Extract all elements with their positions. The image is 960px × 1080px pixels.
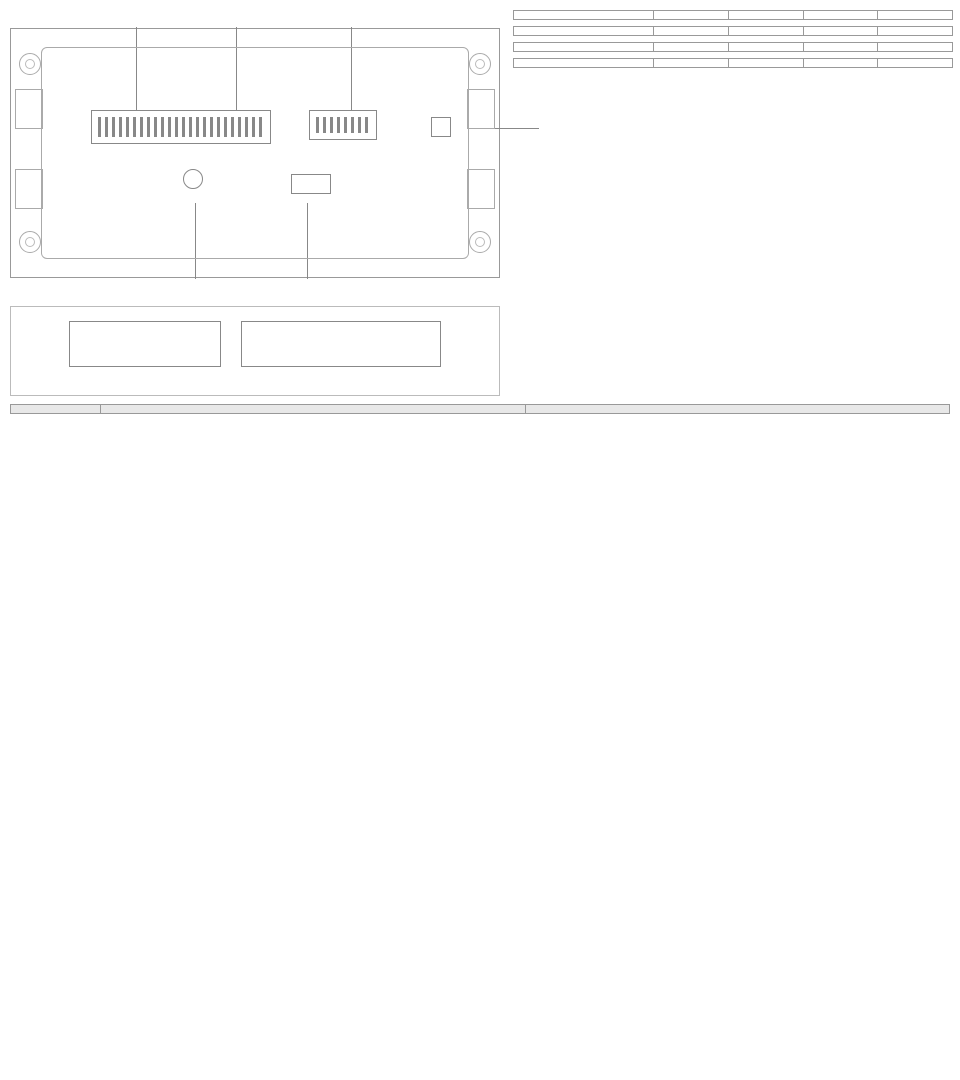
d-table-title [514, 59, 654, 68]
usb-table-title [514, 11, 654, 20]
small-tables-column [513, 10, 953, 396]
main-header-b [525, 405, 950, 414]
usb-table [513, 10, 953, 20]
screw-icon [19, 53, 41, 75]
col-desc [728, 59, 803, 68]
col-desc [878, 27, 953, 36]
col-num [803, 27, 878, 36]
fmam-table-title [514, 43, 654, 52]
connector-usb-icon [291, 174, 331, 194]
connector-fmam-icon [431, 117, 451, 137]
mount-tab [467, 169, 495, 209]
connector-ab-icon [91, 110, 271, 144]
main-header-num [11, 405, 101, 414]
device-body [41, 47, 469, 259]
mount-tab [15, 169, 43, 209]
connector-gps-icon [183, 169, 203, 189]
device-diagram [10, 28, 500, 278]
connector-d-icon [309, 110, 377, 140]
screw-icon [469, 53, 491, 75]
main-pinout-table [10, 404, 950, 414]
main-header-a [101, 405, 526, 414]
mount-tab [15, 89, 43, 129]
top-section [10, 10, 950, 396]
col-desc [878, 43, 953, 52]
col-desc [878, 11, 953, 20]
col-num [654, 27, 729, 36]
col-num [654, 43, 729, 52]
diagram-column [10, 10, 505, 396]
fmam-table [513, 42, 953, 52]
conn-d-table [513, 58, 953, 68]
col-num [654, 11, 729, 20]
gps-table-title [514, 27, 654, 36]
col-desc [728, 11, 803, 20]
col-num [803, 43, 878, 52]
col-num [803, 11, 878, 20]
col-desc [728, 43, 803, 52]
screw-icon [469, 231, 491, 253]
connector-b-block [241, 321, 441, 367]
col-num [803, 59, 878, 68]
col-desc [878, 59, 953, 68]
connector-a-block [69, 321, 221, 367]
screw-icon [19, 231, 41, 253]
mount-tab [467, 89, 495, 129]
gps-table [513, 26, 953, 36]
col-desc [728, 27, 803, 36]
connector-detail-diagram [10, 306, 500, 396]
col-num [654, 59, 729, 68]
